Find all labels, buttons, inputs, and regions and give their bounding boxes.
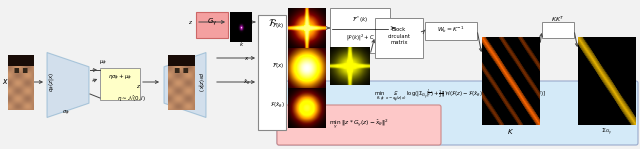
Text: $W_k = K^{-1}$: $W_k = K^{-1}$: [437, 25, 465, 35]
Polygon shape: [164, 52, 206, 118]
Text: $\Sigma_{G_\gamma}$: $\Sigma_{G_\gamma}$: [602, 127, 612, 138]
Text: $\underset{\theta,\phi}{\min}\ \underset{x\sim q_\phi(z|x)}{\mathbb{E}}$$\ \log(: $\underset{\theta,\phi}{\min}\ \underset…: [374, 87, 546, 105]
Text: $\mathcal{F}$: $\mathcal{F}$: [268, 17, 276, 28]
Bar: [100, 68, 140, 100]
Text: $x$: $x$: [244, 55, 250, 62]
Text: $p_\theta(z|x)$: $p_\theta(z|x)$: [195, 72, 205, 92]
Text: $\hat{x}_\theta$: $\hat{x}_\theta$: [243, 77, 251, 87]
Text: $\eta \sim \mathcal{N}(0, I)$: $\eta \sim \mathcal{N}(0, I)$: [117, 93, 146, 103]
Text: $\mathcal{F}(k)$: $\mathcal{F}(k)$: [273, 21, 285, 31]
Text: $|\mathcal{F}(k)|^2 + C$: $|\mathcal{F}(k)|^2 + C$: [346, 33, 374, 43]
Text: $z$: $z$: [136, 83, 141, 90]
Text: Block
circulant
matrix: Block circulant matrix: [387, 27, 410, 45]
Bar: [425, 22, 477, 40]
Text: $\mathcal{W}$: $\mathcal{W}$: [346, 78, 355, 86]
Bar: [542, 22, 574, 38]
Text: $G_\gamma$: $G_\gamma$: [207, 16, 217, 28]
Text: $x$: $x$: [2, 77, 8, 87]
Text: $z$: $z$: [189, 18, 193, 25]
Bar: [258, 15, 286, 130]
Text: $\sigma_\phi$: $\sigma_\phi$: [62, 108, 70, 118]
Text: $KK^T$: $KK^T$: [551, 14, 564, 24]
Text: $\mu_\phi$: $\mu_\phi$: [99, 58, 107, 68]
Text: $q_\phi(z|x)$: $q_\phi(z|x)$: [47, 72, 57, 92]
Bar: [196, 12, 228, 38]
Text: $\eta\sigma_\phi + \mu_\phi$: $\eta\sigma_\phi + \mu_\phi$: [108, 73, 132, 83]
FancyBboxPatch shape: [277, 105, 441, 145]
Polygon shape: [47, 52, 89, 118]
Text: $\mathcal{F}(x)$: $\mathcal{F}(x)$: [273, 60, 285, 69]
Text: $\underset{\gamma}{\min}\ \|z * G_\gamma(z) - \hat{x}_\theta\|^2$: $\underset{\gamma}{\min}\ \|z * G_\gamma…: [329, 117, 389, 131]
Bar: [375, 18, 423, 58]
Bar: [330, 8, 390, 53]
Text: $K$: $K$: [508, 128, 515, 136]
FancyBboxPatch shape: [277, 81, 638, 145]
Text: $\mathcal{F}^*(k)$: $\mathcal{F}^*(k)$: [352, 15, 368, 25]
Text: $k$: $k$: [239, 40, 244, 48]
Text: $\mathcal{F}(\hat{x}_\theta)$: $\mathcal{F}(\hat{x}_\theta)$: [270, 100, 285, 110]
